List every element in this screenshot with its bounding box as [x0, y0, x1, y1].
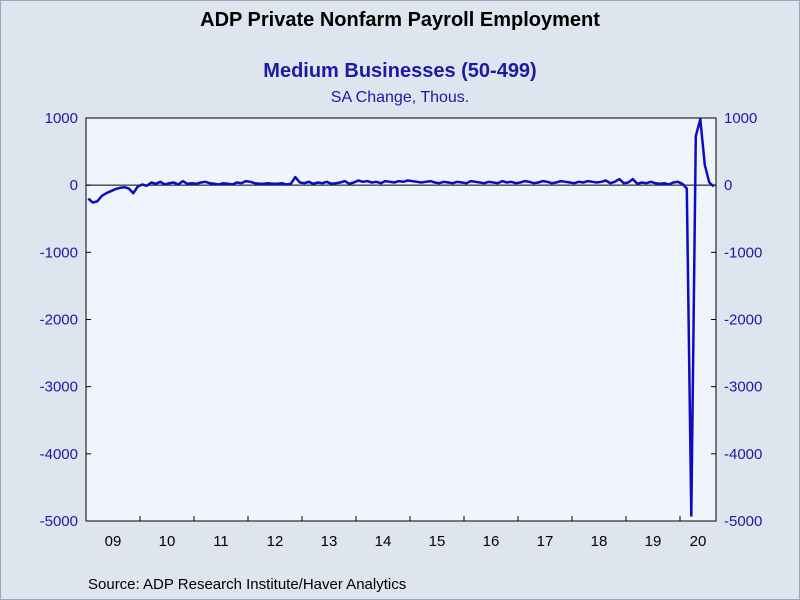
- y-tick-label-right: -4000: [724, 446, 762, 463]
- plot-border: [85, 117, 717, 522]
- y-tick-label-left: 1000: [45, 110, 78, 127]
- plot-area: [86, 118, 716, 521]
- x-tick-label: 19: [645, 533, 662, 550]
- chart-title: ADP Private Nonfarm Payroll Employment: [200, 9, 600, 31]
- x-tick-label: 14: [375, 533, 392, 550]
- y-tick-label-left: -5000: [40, 513, 78, 530]
- y-tick-label-right: -1000: [724, 244, 762, 261]
- x-tick-label: 12: [267, 533, 284, 550]
- y-tick-label-left: -1000: [40, 244, 78, 261]
- x-tick-label: 11: [213, 533, 229, 550]
- y-tick-label-right: 0: [724, 177, 732, 194]
- x-tick-label: 16: [483, 533, 500, 550]
- x-tick-label: 18: [591, 533, 608, 550]
- x-ticks: 09 10 11 12 13 14 15 16 17 18 19 20: [105, 516, 707, 550]
- y-tick-label-right: -3000: [724, 379, 762, 396]
- series-group: [87, 118, 715, 517]
- x-tick-label: 10: [159, 533, 176, 550]
- y-tick-label-left: -3000: [40, 379, 78, 396]
- y-tick-label-right: -5000: [724, 513, 762, 530]
- y-tick-label-left: 0: [70, 177, 78, 194]
- x-tick-label: 09: [105, 533, 122, 550]
- units-label: SA Change, Thous.: [330, 89, 470, 106]
- x-tick-label: 17: [537, 533, 554, 550]
- y-ticks-right: 1000 0 -1000 -2000 -3000 -4000 -5000: [711, 110, 762, 530]
- x-tick-label: 15: [429, 533, 446, 550]
- y-tick-label-right: -2000: [724, 312, 762, 329]
- y-tick-label-left: -4000: [40, 446, 78, 463]
- y-tick-label-right: 1000: [724, 110, 757, 127]
- x-tick-label: 20: [690, 533, 707, 550]
- series-line: [87, 118, 715, 517]
- source-note: Source: ADP Research Institute/Haver Ana…: [88, 576, 407, 593]
- y-ticks-left: 1000 0 -1000 -2000 -3000 -4000 -5000: [40, 110, 91, 530]
- y-tick-label-left: -2000: [40, 312, 78, 329]
- x-tick-label: 13: [321, 533, 338, 550]
- chart-subtitle: Medium Businesses (50-499): [263, 60, 537, 82]
